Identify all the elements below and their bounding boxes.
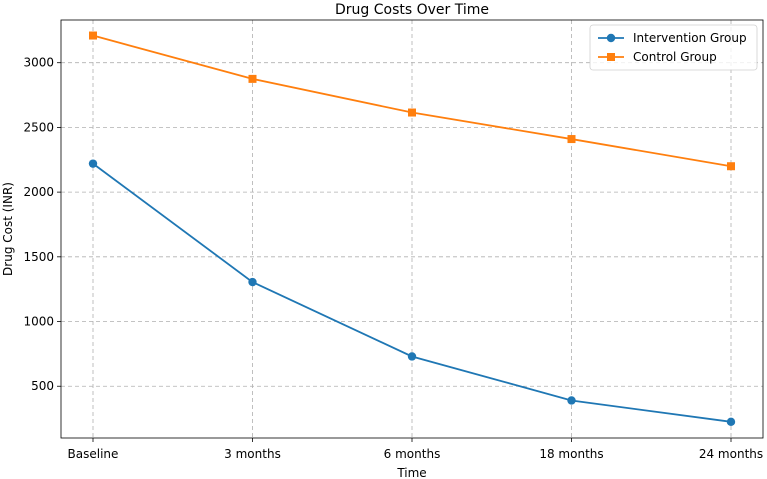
legend: Intervention Group Control Group bbox=[589, 24, 758, 71]
y-tick-label: 3000 bbox=[23, 56, 54, 70]
plot-frame bbox=[60, 19, 764, 439]
control-group-point bbox=[248, 74, 257, 83]
intervention-group-point bbox=[88, 159, 98, 168]
x-axis-label: Time bbox=[396, 466, 426, 479]
grid bbox=[61, 20, 763, 438]
control-group-point bbox=[727, 162, 735, 171]
series-layer bbox=[88, 31, 736, 427]
series-control-group bbox=[89, 31, 735, 171]
legend-marker bbox=[606, 33, 616, 43]
y-tick-label: 1500 bbox=[23, 250, 54, 264]
x-tick-label: Baseline bbox=[68, 447, 119, 461]
chart-title: Drug Costs Over Time bbox=[335, 2, 489, 18]
intervention-group-point bbox=[726, 417, 736, 427]
x-tick-label: 18 months bbox=[539, 447, 603, 461]
y-tick-label: 500 bbox=[31, 379, 54, 393]
intervention-group-point bbox=[567, 396, 576, 405]
legend-item-control-group: Control Group bbox=[598, 50, 717, 64]
x-tick-label: 24 months bbox=[699, 447, 763, 461]
y-axis-ticks: 500 1000 1500 2000 2500 3000 bbox=[23, 56, 61, 393]
series-intervention-group bbox=[88, 159, 736, 427]
x-tick-label: 6 months bbox=[384, 447, 441, 461]
x-tick-label: 3 months bbox=[224, 447, 281, 461]
control-group-point bbox=[89, 31, 97, 40]
intervention-group-point bbox=[407, 352, 417, 361]
y-axis-label: Drug Cost (INR) bbox=[1, 182, 15, 276]
y-tick-label: 2500 bbox=[23, 120, 54, 134]
intervention-group-point bbox=[248, 277, 257, 287]
legend-marker bbox=[607, 53, 615, 61]
legend-label: Intervention Group bbox=[633, 31, 747, 45]
legend-item-intervention-group: Intervention Group bbox=[598, 31, 747, 45]
x-axis-ticks: Baseline 3 months 6 months 18 months 24 mont… bbox=[68, 438, 763, 461]
control-group-point bbox=[408, 108, 416, 117]
y-tick-label: 1000 bbox=[23, 315, 54, 329]
control-group-point bbox=[567, 135, 576, 144]
legend-label: Control Group bbox=[633, 50, 717, 64]
y-tick-label: 2000 bbox=[23, 185, 54, 199]
legend-box bbox=[589, 24, 758, 71]
